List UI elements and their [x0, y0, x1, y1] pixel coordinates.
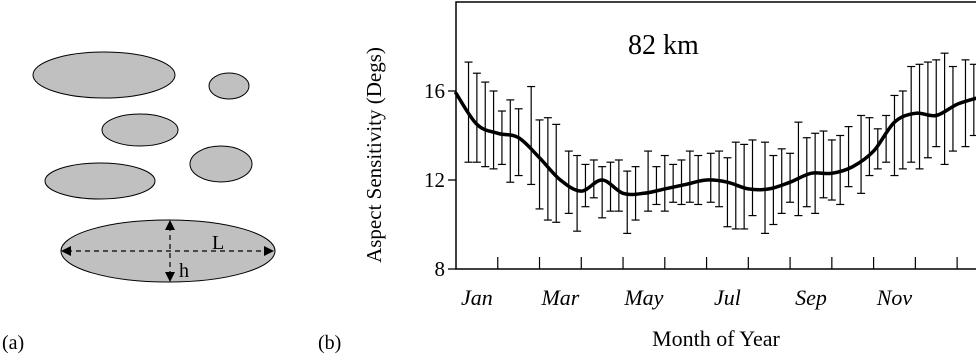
panel-b-label: (b): [318, 332, 341, 354]
y-tick-label: 8: [435, 257, 446, 281]
series-group: [454, 91, 976, 197]
panel-a-label: (a): [2, 332, 24, 354]
height-arrowhead-bottom: [165, 272, 175, 282]
x-tick-label: May: [623, 285, 663, 310]
scatterer-ellipse: [208, 72, 250, 100]
x-tick-label: Mar: [540, 285, 579, 310]
x-axis-label: Month of Year: [652, 326, 780, 351]
x-tick-label: Sep: [795, 285, 827, 310]
x-tick-label: Nov: [876, 285, 913, 310]
scatterer-diagram: L h: [32, 51, 276, 283]
length-arrowhead-left: [61, 246, 71, 256]
scatterer-ellipse: [101, 113, 179, 147]
plot-frame: [455, 1, 976, 270]
x-axis: Jan Mar May Jul Sep Nov: [461, 257, 958, 310]
y-axis-label: Aspect Sensitivity (Degs): [362, 47, 386, 263]
y-tick-label: 16: [424, 79, 445, 103]
y-tick-label: 12: [424, 168, 445, 192]
x-tick-label: Jan: [461, 285, 493, 310]
scatterer-ellipse: [32, 51, 176, 99]
error-bars: [464, 52, 976, 234]
series-line: [454, 91, 976, 197]
y-axis: 8 12 16: [424, 79, 456, 281]
aspect-sensitivity-chart: 8 12 16 Jan Mar May Jul Sep Nov 82 km Month of …: [362, 1, 976, 351]
scatterer-ellipse: [44, 162, 156, 200]
height-arrowhead-top: [165, 220, 175, 230]
chart-annotation: 82 km: [628, 30, 699, 61]
length-arrowhead-right: [264, 246, 274, 256]
x-tick-label: Jul: [714, 285, 741, 310]
height-label: h: [179, 260, 189, 282]
length-label: L: [212, 232, 224, 254]
scatterer-ellipse: [189, 145, 253, 183]
